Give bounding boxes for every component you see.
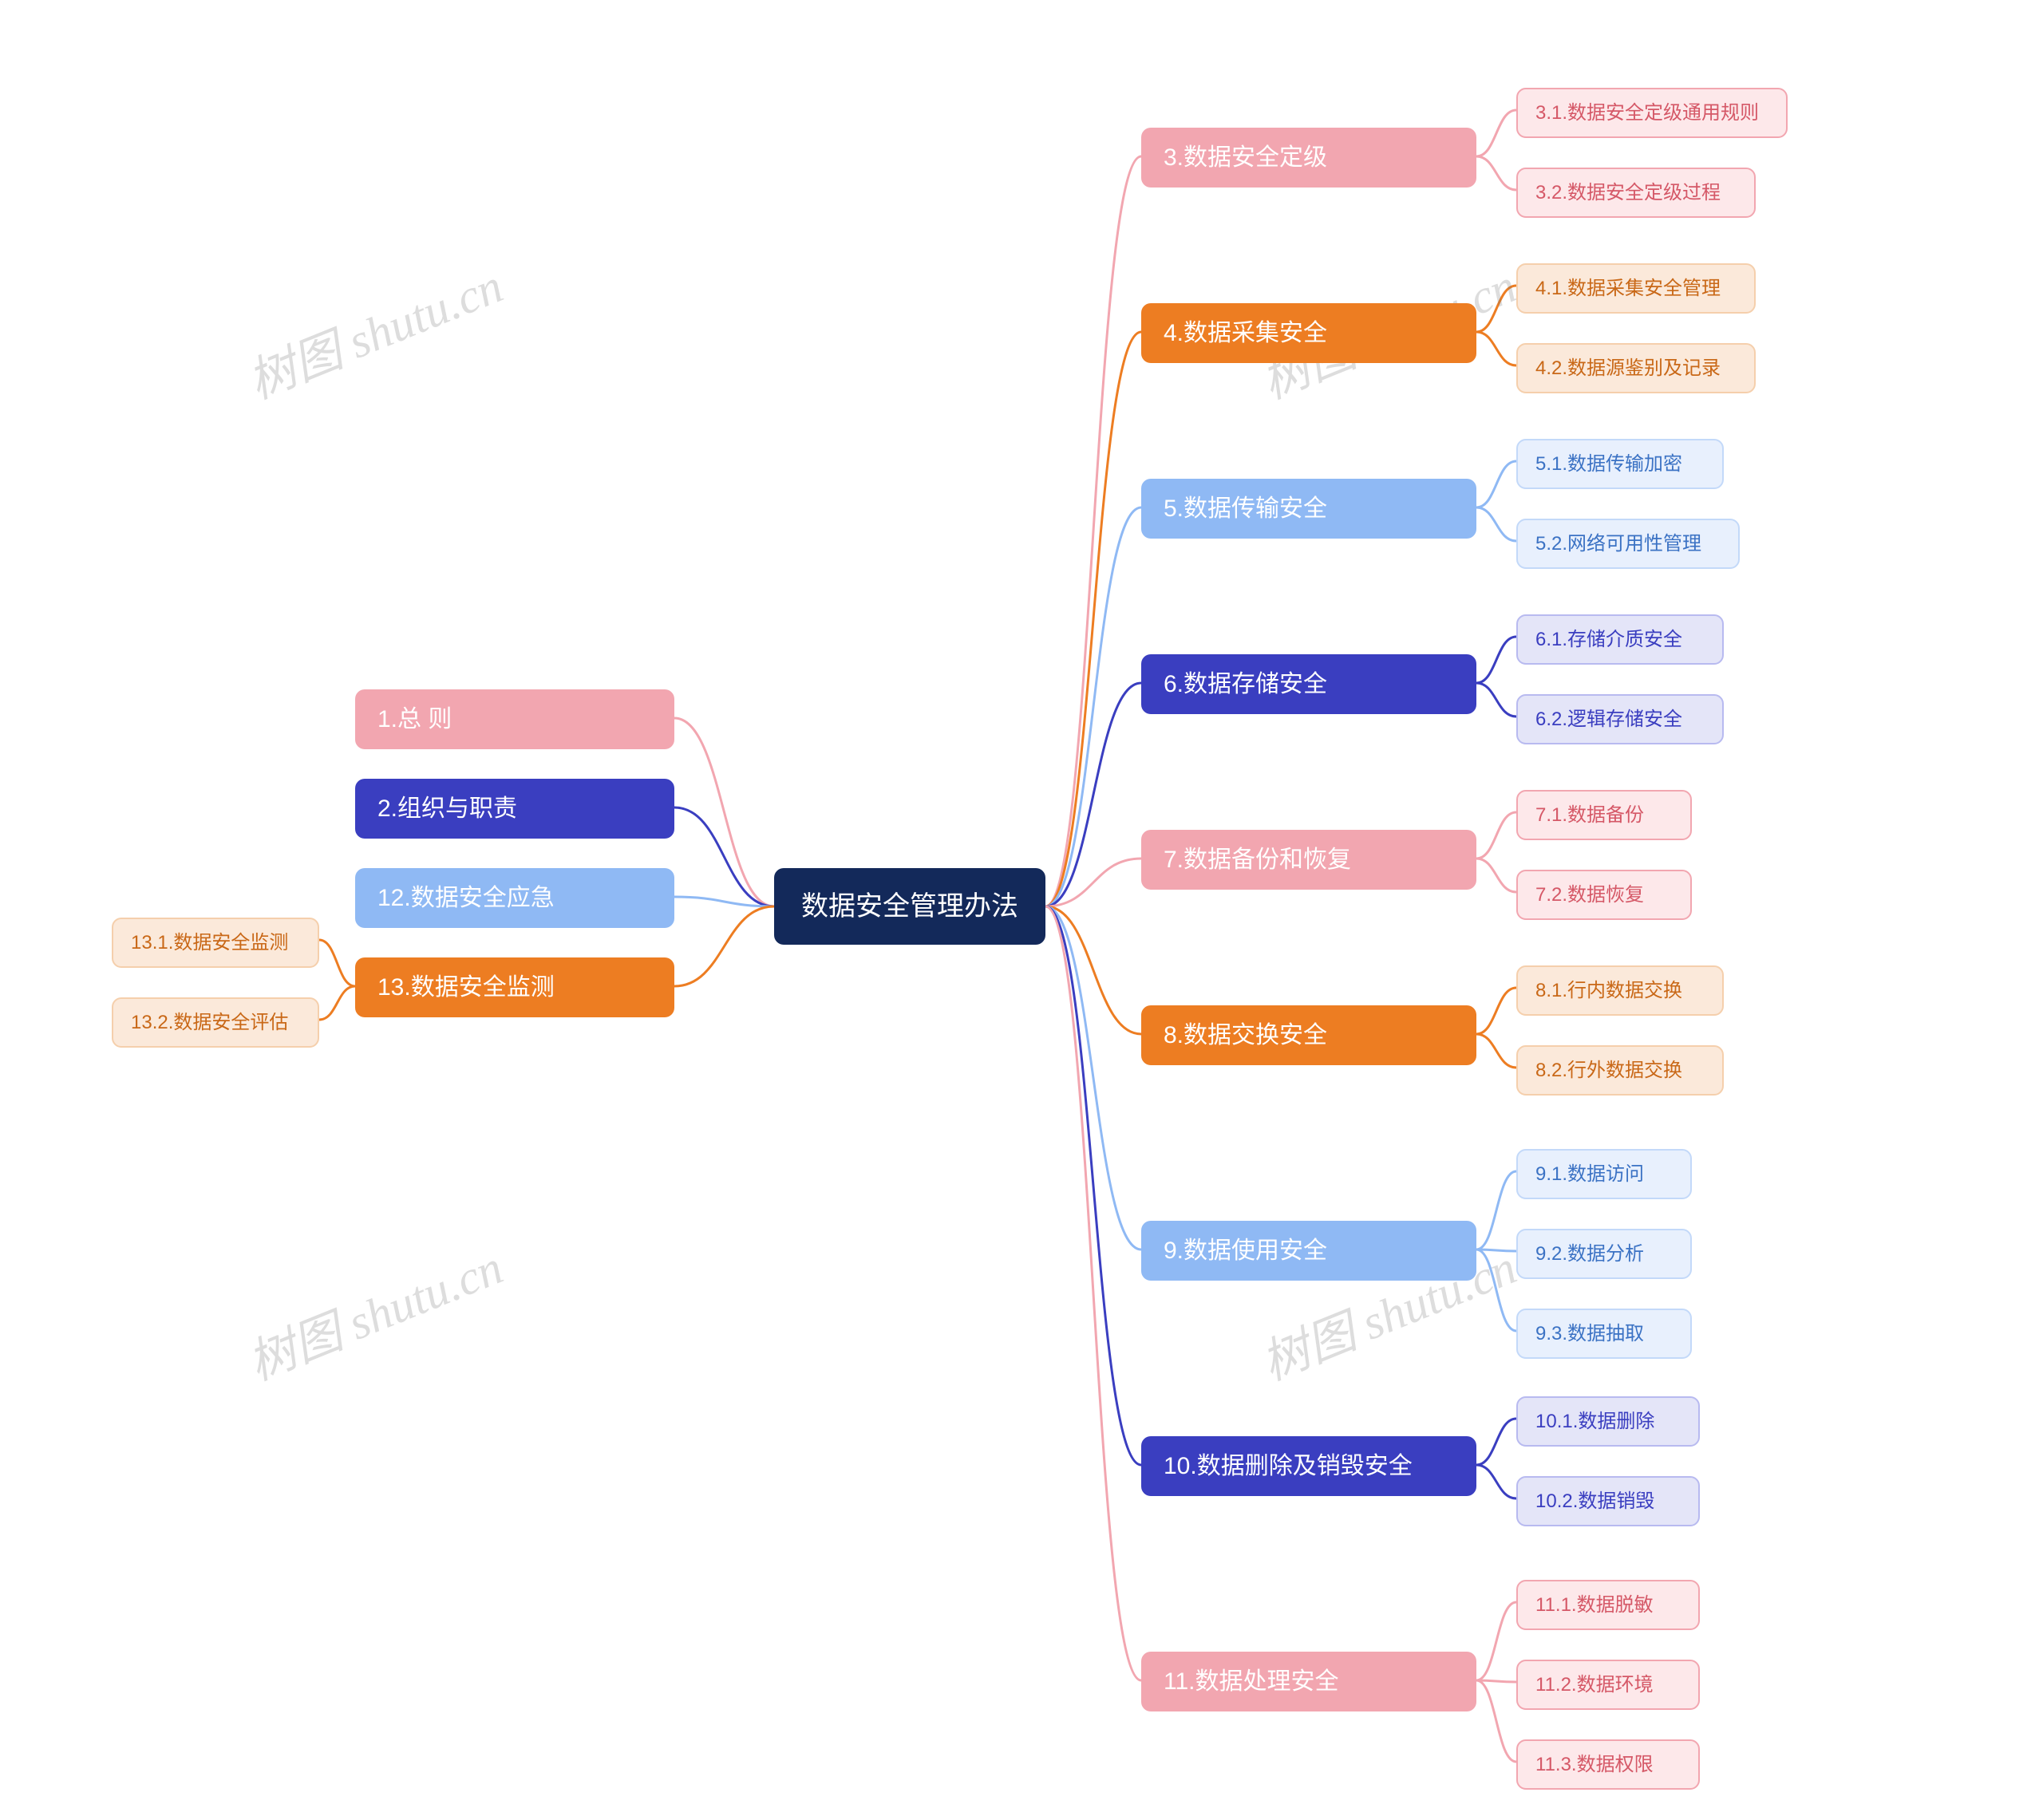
right-node-3-leaf-0-label: 6.1.存储介质安全 (1535, 627, 1682, 652)
right-node-7-label: 10.数据删除及销毁安全 (1164, 1451, 1413, 1482)
left-node-2: 12.数据安全应急 (355, 868, 674, 928)
right-node-1-leaf-0-label: 4.1.数据采集安全管理 (1535, 276, 1721, 301)
left-node-0-label: 1.总 则 (377, 704, 452, 735)
right-node-3-label: 6.数据存储安全 (1164, 669, 1327, 700)
left-node-2-label: 12.数据安全应急 (377, 882, 555, 914)
right-node-5-leaf-0-label: 8.1.行内数据交换 (1535, 978, 1682, 1003)
right-node-3: 6.数据存储安全 (1141, 654, 1476, 714)
left-node-3-label: 13.数据安全监测 (377, 972, 555, 1003)
right-node-4-leaf-1-label: 7.2.数据恢复 (1535, 882, 1644, 907)
right-node-7-leaf-0: 10.1.数据删除 (1516, 1396, 1700, 1447)
right-node-1-leaf-0: 4.1.数据采集安全管理 (1516, 263, 1756, 314)
right-node-6-leaf-1: 9.2.数据分析 (1516, 1229, 1692, 1279)
right-node-8-leaf-1-label: 11.2.数据环境 (1535, 1672, 1654, 1697)
watermark-0: 树图 shutu.cn (236, 247, 512, 413)
right-node-4-leaf-0: 7.1.数据备份 (1516, 790, 1692, 840)
right-node-8: 11.数据处理安全 (1141, 1652, 1476, 1711)
right-node-0-leaf-1-label: 3.2.数据安全定级过程 (1535, 180, 1721, 205)
right-node-5: 8.数据交换安全 (1141, 1005, 1476, 1065)
right-node-6-leaf-0-label: 9.1.数据访问 (1535, 1162, 1644, 1186)
right-node-4-label: 7.数据备份和恢复 (1164, 844, 1351, 875)
right-node-7-leaf-0-label: 10.1.数据删除 (1535, 1409, 1654, 1434)
right-node-2-leaf-1-label: 5.2.网络可用性管理 (1535, 531, 1701, 556)
right-node-0-label: 3.数据安全定级 (1164, 142, 1327, 173)
left-node-3-leaf-0: 13.1.数据安全监测 (112, 918, 319, 968)
right-node-1-leaf-1: 4.2.数据源鉴别及记录 (1516, 343, 1756, 393)
right-node-2: 5.数据传输安全 (1141, 479, 1476, 539)
right-node-0-leaf-1: 3.2.数据安全定级过程 (1516, 168, 1756, 218)
watermark-2: 树图 shutu.cn (236, 1229, 512, 1394)
right-node-2-label: 5.数据传输安全 (1164, 493, 1327, 524)
root-node: 数据安全管理办法 (774, 868, 1045, 945)
mindmap-canvas: 树图 shutu.cn树图 shutu.cn树图 shutu.cn树图 shut… (0, 0, 2043, 1820)
right-node-5-label: 8.数据交换安全 (1164, 1020, 1327, 1051)
left-node-3-leaf-1-label: 13.2.数据安全评估 (131, 1010, 288, 1035)
left-node-0: 1.总 则 (355, 689, 674, 749)
right-node-0-leaf-0-label: 3.1.数据安全定级通用规则 (1535, 101, 1759, 125)
right-node-7-leaf-1: 10.2.数据销毁 (1516, 1476, 1700, 1526)
right-node-4-leaf-0-label: 7.1.数据备份 (1535, 803, 1644, 827)
right-node-7: 10.数据删除及销毁安全 (1141, 1436, 1476, 1496)
right-node-3-leaf-0: 6.1.存储介质安全 (1516, 614, 1724, 665)
root-node-label: 数据安全管理办法 (801, 889, 1018, 924)
left-node-1: 2.组织与职责 (355, 779, 674, 839)
right-node-8-label: 11.数据处理安全 (1164, 1666, 1338, 1697)
right-node-8-leaf-1: 11.2.数据环境 (1516, 1660, 1700, 1710)
right-node-4-leaf-1: 7.2.数据恢复 (1516, 870, 1692, 920)
right-node-8-leaf-2-label: 11.3.数据权限 (1535, 1752, 1654, 1777)
right-node-6-leaf-2: 9.3.数据抽取 (1516, 1309, 1692, 1359)
right-node-2-leaf-1: 5.2.网络可用性管理 (1516, 519, 1740, 569)
right-node-1-label: 4.数据采集安全 (1164, 318, 1327, 349)
right-node-3-leaf-1-label: 6.2.逻辑存储安全 (1535, 707, 1682, 732)
right-node-5-leaf-1-label: 8.2.行外数据交换 (1535, 1058, 1682, 1083)
right-node-8-leaf-0-label: 11.1.数据脱敏 (1535, 1593, 1654, 1617)
right-node-2-leaf-0-label: 5.1.数据传输加密 (1535, 452, 1682, 476)
left-node-3: 13.数据安全监测 (355, 957, 674, 1017)
right-node-8-leaf-0: 11.1.数据脱敏 (1516, 1580, 1700, 1630)
right-node-2-leaf-0: 5.1.数据传输加密 (1516, 439, 1724, 489)
right-node-7-leaf-1-label: 10.2.数据销毁 (1535, 1489, 1654, 1514)
right-node-3-leaf-1: 6.2.逻辑存储安全 (1516, 694, 1724, 744)
right-node-6-label: 9.数据使用安全 (1164, 1235, 1327, 1266)
left-node-1-label: 2.组织与职责 (377, 793, 517, 824)
right-node-6-leaf-0: 9.1.数据访问 (1516, 1149, 1692, 1199)
right-node-6: 9.数据使用安全 (1141, 1221, 1476, 1281)
right-node-5-leaf-1: 8.2.行外数据交换 (1516, 1045, 1724, 1096)
right-node-6-leaf-2-label: 9.3.数据抽取 (1535, 1321, 1644, 1346)
right-node-1: 4.数据采集安全 (1141, 303, 1476, 363)
right-node-6-leaf-1-label: 9.2.数据分析 (1535, 1242, 1644, 1266)
right-node-5-leaf-0: 8.1.行内数据交换 (1516, 965, 1724, 1016)
left-node-3-leaf-1: 13.2.数据安全评估 (112, 997, 319, 1048)
right-node-4: 7.数据备份和恢复 (1141, 830, 1476, 890)
right-node-1-leaf-1-label: 4.2.数据源鉴别及记录 (1535, 356, 1721, 381)
right-node-0-leaf-0: 3.1.数据安全定级通用规则 (1516, 88, 1788, 138)
left-node-3-leaf-0-label: 13.1.数据安全监测 (131, 930, 288, 955)
right-node-8-leaf-2: 11.3.数据权限 (1516, 1739, 1700, 1790)
right-node-0: 3.数据安全定级 (1141, 128, 1476, 188)
